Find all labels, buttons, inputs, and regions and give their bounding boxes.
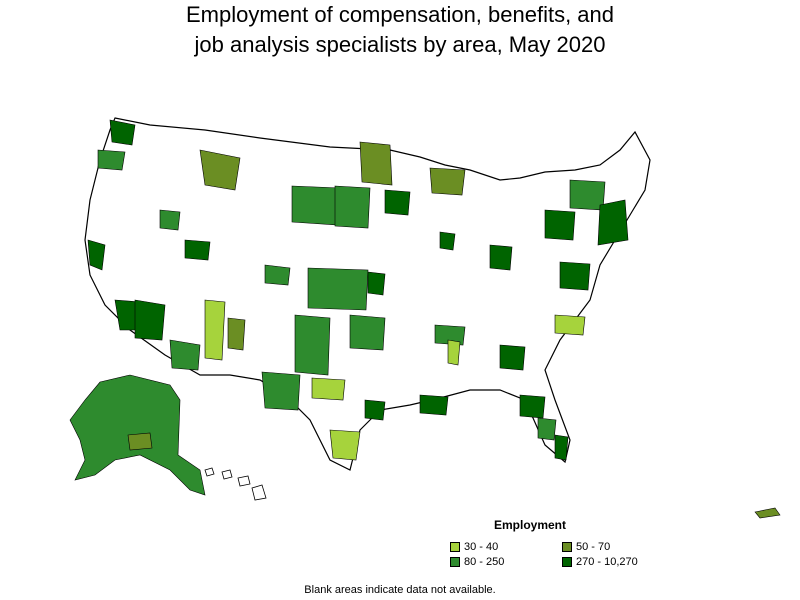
map-title-line-2: job analysis specialists by area, May 20… bbox=[194, 32, 606, 57]
region-florida-north bbox=[519, 394, 546, 419]
region-new-mexico-central bbox=[204, 299, 226, 361]
region-south-dakota-west bbox=[291, 185, 341, 226]
region-new-mexico-east bbox=[227, 317, 246, 351]
map-title: Employment of compensation, benefits, an… bbox=[0, 0, 800, 60]
region-wisconsin bbox=[384, 189, 411, 216]
legend-item-2: 50 - 70 bbox=[562, 541, 662, 553]
region-michigan-north bbox=[429, 167, 466, 196]
legend-label-2: 50 - 70 bbox=[576, 541, 611, 553]
region-south-dakota-east bbox=[334, 185, 371, 229]
legend-label-1: 30 - 40 bbox=[464, 541, 499, 553]
legend-label-3: 80 - 250 bbox=[464, 556, 505, 568]
region-texas-central bbox=[294, 314, 331, 376]
region-nevada-reno bbox=[159, 209, 181, 231]
legend-title: Employment bbox=[493, 518, 566, 532]
region-louisiana bbox=[419, 394, 449, 416]
region-virginia bbox=[559, 261, 591, 291]
region-north-carolina bbox=[554, 314, 586, 336]
region-colorado-denver bbox=[264, 264, 291, 286]
region-california-bay bbox=[87, 239, 106, 271]
region-northeast-corridor bbox=[597, 199, 629, 246]
region-utah-salt-lake bbox=[184, 239, 211, 261]
region-texas-south bbox=[329, 429, 361, 461]
region-idaho-east bbox=[199, 149, 241, 191]
region-texas-houston bbox=[364, 399, 386, 421]
region-kansas-east bbox=[367, 271, 386, 296]
legend-label-4: 270 - 10,270 bbox=[576, 556, 638, 568]
footnote: Blank areas indicate data not available. bbox=[304, 584, 496, 596]
legend: Employment 30 - 40 50 - 70 80 - 250 270 … bbox=[450, 518, 640, 568]
region-kansas-west bbox=[307, 267, 369, 311]
puerto-rico-region bbox=[754, 507, 781, 519]
region-florida-south bbox=[554, 434, 569, 461]
region-ohio bbox=[489, 244, 513, 271]
region-arizona-phoenix bbox=[134, 299, 166, 341]
region-oklahoma-central bbox=[349, 314, 386, 351]
legend-item-1: 30 - 40 bbox=[450, 541, 562, 553]
region-florida-central bbox=[537, 417, 557, 441]
legend-swatch-1 bbox=[450, 542, 460, 552]
region-oregon-portland bbox=[97, 149, 126, 171]
hawaii-islands bbox=[204, 467, 267, 501]
region-mississippi bbox=[447, 339, 461, 366]
legend-swatch-4 bbox=[562, 557, 572, 567]
region-minnesota-north bbox=[359, 141, 393, 186]
region-georgia-atlanta bbox=[499, 344, 526, 371]
region-washington-seattle bbox=[109, 119, 136, 146]
region-texas-west bbox=[261, 371, 301, 411]
region-texas-hill bbox=[311, 377, 346, 401]
legend-swatch-2 bbox=[562, 542, 572, 552]
region-pennsylvania bbox=[544, 209, 576, 241]
map-title-line-1: Employment of compensation, benefits, an… bbox=[185, 2, 615, 27]
region-arizona-tucson bbox=[169, 339, 201, 371]
alaska-anchorage bbox=[127, 432, 153, 451]
region-illinois-chicago bbox=[439, 231, 456, 251]
legend-items: 30 - 40 50 - 70 80 - 250 270 - 10,270 bbox=[450, 541, 640, 568]
legend-item-4: 270 - 10,270 bbox=[562, 556, 662, 568]
legend-swatch-3 bbox=[450, 557, 460, 567]
legend-item-3: 80 - 250 bbox=[450, 556, 562, 568]
region-tennessee bbox=[434, 324, 466, 346]
region-fills bbox=[87, 119, 629, 461]
